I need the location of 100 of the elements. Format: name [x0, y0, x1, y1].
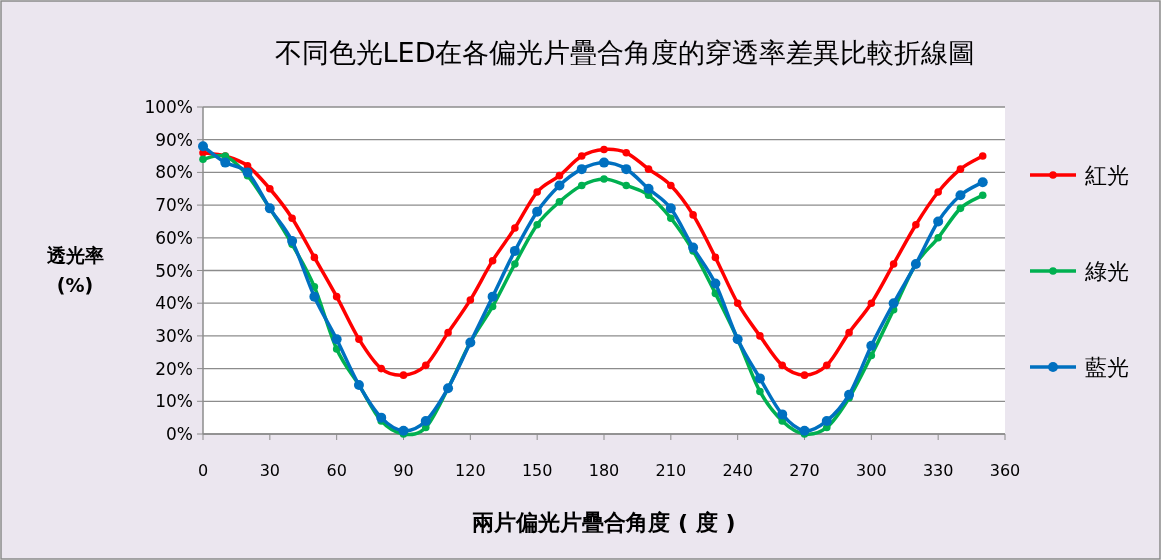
y-tick-label: 50% [155, 260, 193, 281]
y-tick-label: 70% [155, 195, 193, 216]
x-tick-label: 120 [455, 461, 486, 480]
point [376, 412, 387, 423]
point [978, 191, 987, 200]
y-tick-label: 10% [155, 391, 193, 412]
point [644, 165, 653, 173]
point [889, 260, 898, 268]
point [399, 371, 408, 379]
point [778, 361, 787, 370]
x-tick-label: 30 [259, 461, 281, 480]
point [977, 177, 988, 188]
point [622, 181, 631, 190]
x-tick-label: 240 [722, 461, 753, 480]
legend-label: 藍光 [1085, 355, 1129, 380]
point [867, 299, 876, 307]
y-tick-label: 0% [166, 424, 193, 444]
point [643, 183, 654, 194]
point [933, 216, 944, 227]
y-tick-label: 30% [155, 325, 193, 346]
point [888, 298, 899, 309]
point [799, 425, 810, 436]
point [466, 296, 475, 304]
point [576, 164, 587, 175]
point [956, 165, 965, 173]
x-tick-label: 330 [922, 461, 954, 480]
y-tick-label: 100% [144, 97, 193, 117]
point [667, 181, 675, 190]
point [934, 234, 942, 242]
point [554, 180, 565, 191]
chart-title: 不同色光LED在各偏光片疊合角度的穿透率差異比較折線圖 [274, 37, 976, 68]
y-axis-title: 透光率 (%) [45, 244, 104, 296]
point [844, 389, 855, 400]
point [355, 335, 363, 343]
x-axis-title: 兩片偏光片疊合角度 ( 度 ) [472, 510, 736, 535]
point [577, 181, 586, 190]
legend-label: 綠光 [1084, 259, 1129, 284]
point [444, 328, 452, 337]
point [487, 291, 498, 302]
point [688, 242, 699, 253]
point [509, 245, 520, 256]
x-tick-label: 60 [326, 461, 347, 480]
x-tick-label: 360 [989, 461, 1021, 480]
point [420, 415, 431, 426]
point [866, 340, 877, 351]
point [912, 220, 920, 229]
point [532, 206, 543, 217]
x-tick-label: 150 [521, 461, 553, 480]
x-tick-label: 0 [197, 461, 209, 480]
point [622, 148, 631, 157]
point [288, 214, 296, 222]
point [600, 175, 608, 183]
point [821, 415, 832, 426]
point [777, 409, 788, 420]
point [599, 157, 609, 168]
point [667, 214, 675, 222]
point [600, 145, 608, 154]
point [555, 171, 564, 180]
point [310, 253, 319, 262]
x-tick-label: 180 [588, 461, 620, 480]
point [266, 184, 274, 193]
point [377, 364, 386, 373]
y-tick-label: 40% [155, 293, 193, 314]
point [934, 188, 942, 196]
point [689, 211, 697, 219]
point [621, 164, 632, 175]
x-tick-label: 210 [655, 461, 687, 480]
point [398, 425, 409, 436]
point [665, 203, 676, 214]
point [555, 198, 564, 206]
point [978, 152, 987, 160]
point [309, 291, 320, 302]
point [511, 224, 519, 232]
point [511, 260, 519, 268]
y-tick-label: 60% [155, 227, 193, 248]
point [800, 371, 809, 379]
point [220, 157, 231, 168]
y-tick-label: 20% [155, 358, 193, 379]
point [332, 292, 341, 301]
point [287, 236, 298, 247]
point [733, 299, 742, 307]
point [533, 188, 541, 196]
point [754, 373, 765, 384]
y-tick-label: 80% [155, 162, 193, 183]
point [756, 332, 764, 340]
point [822, 361, 831, 370]
x-tick-label: 90 [393, 461, 414, 480]
point [577, 152, 586, 160]
point [421, 361, 430, 370]
point [331, 334, 342, 345]
point [533, 220, 541, 229]
point [711, 253, 720, 262]
point [199, 155, 207, 164]
point [710, 278, 721, 289]
point [845, 328, 853, 337]
x-tick-label: 300 [856, 461, 887, 480]
point [488, 256, 497, 265]
point [756, 387, 764, 396]
legend-label: 紅光 [1085, 163, 1129, 188]
point [956, 204, 965, 213]
